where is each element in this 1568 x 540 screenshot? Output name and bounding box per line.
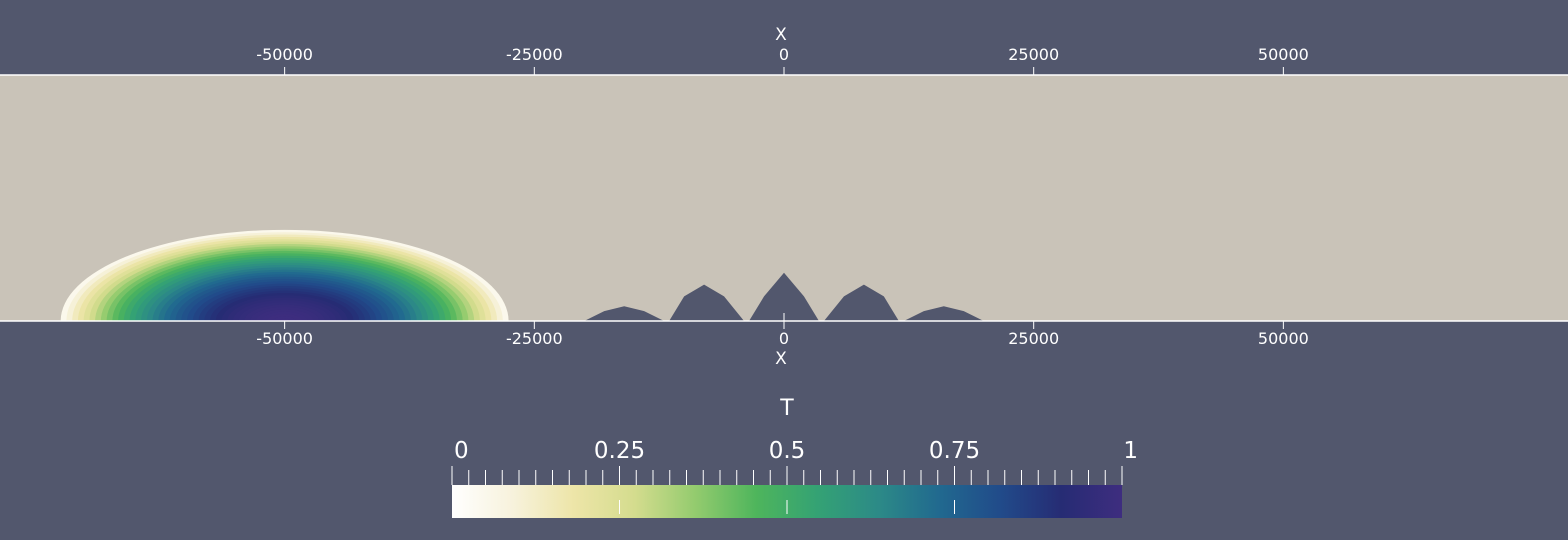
top-axis-tick-label: 25000 xyxy=(1008,45,1059,64)
colorbar-ticks xyxy=(451,466,1123,514)
top-axis-title: X xyxy=(775,25,787,45)
plot-area xyxy=(0,75,1568,321)
colorbar-tick-label: 1 xyxy=(1123,438,1138,464)
bottom-axis-tick-label: 0 xyxy=(779,329,789,348)
colorbar-tick-label: 0 xyxy=(454,438,469,464)
bottom-axis-tick-label: -50000 xyxy=(256,329,313,348)
colorbar-labels: 0 0.25 0.5 0.75 1 xyxy=(454,438,1138,464)
colorbar: T 0 0.25 0.5 0.75 1 xyxy=(451,396,1138,518)
colorbar-tick-label: 0.75 xyxy=(929,438,980,464)
top-axis-tick-label: -25000 xyxy=(506,45,563,64)
bottom-axis-tick-label: 50000 xyxy=(1258,329,1309,348)
colorbar-title: T xyxy=(779,396,794,421)
tracer-blob xyxy=(54,227,515,321)
top-axis-tick-label: 0 xyxy=(779,45,789,64)
top-axis-tick-label: 50000 xyxy=(1258,45,1309,64)
top-axis-tick-label: -50000 xyxy=(256,45,313,64)
bottom-x-axis: X -50000 -25000 0 25000 50000 xyxy=(0,313,1568,369)
colorbar-tick-label: 0.25 xyxy=(594,438,645,464)
bottom-axis-tick-label: 25000 xyxy=(1008,329,1059,348)
colorbar-tick-label: 0.5 xyxy=(769,438,806,464)
topography xyxy=(584,272,984,321)
bottom-axis-title: X xyxy=(775,349,787,369)
top-x-axis: X -50000 -25000 0 25000 50000 xyxy=(0,25,1568,76)
bottom-axis-tick-label: -25000 xyxy=(506,329,563,348)
